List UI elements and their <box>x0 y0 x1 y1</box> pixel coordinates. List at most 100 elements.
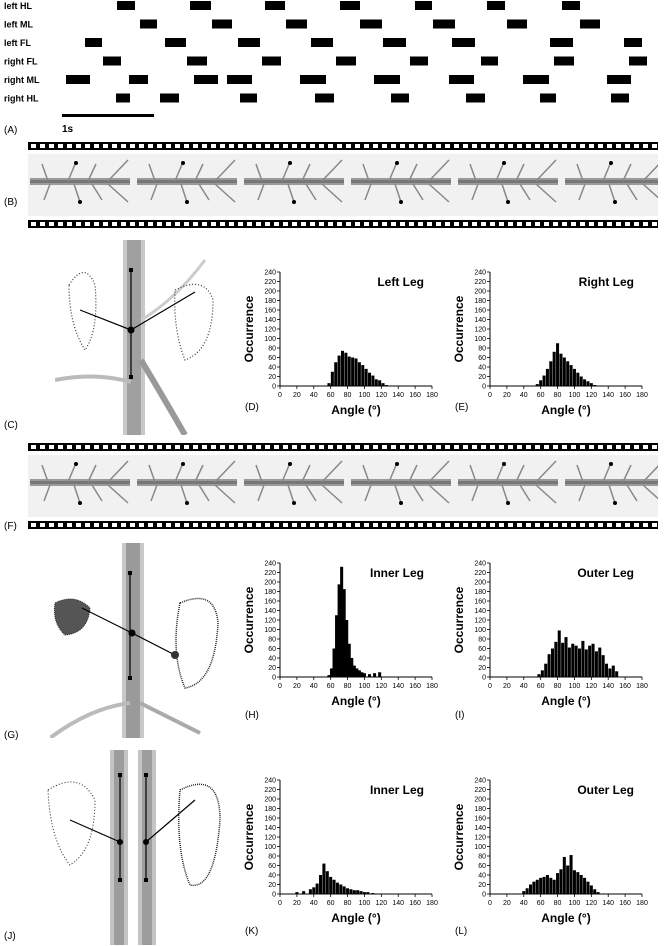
x-tick-label: 100 <box>359 683 371 690</box>
gait-row-label: left ML <box>4 20 33 30</box>
x-tick-label: 0 <box>488 683 492 690</box>
x-tick-label: 120 <box>375 683 387 690</box>
stance-bar <box>227 75 252 84</box>
stance-bar <box>116 93 130 103</box>
histogram-bar <box>589 885 593 894</box>
y-tick-label: 80 <box>268 637 276 644</box>
histogram-bar <box>340 566 344 677</box>
x-tick-label: 80 <box>554 683 562 690</box>
gait-row-label: right ML <box>4 75 40 85</box>
stance-bar <box>540 93 556 103</box>
y-tick-label: 60 <box>268 863 276 870</box>
histogram-bar <box>327 383 331 386</box>
histogram-bar <box>308 889 312 894</box>
y-tick-label: 60 <box>478 863 486 870</box>
y-tick-label: 0 <box>482 892 486 899</box>
stance-bar <box>487 1 505 10</box>
gait-row-label: right FL <box>4 57 38 67</box>
histogram-bar <box>588 645 592 677</box>
histogram-bar <box>374 379 378 386</box>
x-tick-label: 140 <box>392 900 404 907</box>
y-tick-label: 240 <box>264 270 276 277</box>
stance-bar <box>336 56 356 66</box>
panel-label-j: (J) <box>4 931 16 942</box>
histogram-bar <box>589 383 593 386</box>
histogram-bar <box>608 668 612 677</box>
stance-bar <box>165 38 186 47</box>
film-frame <box>351 460 451 505</box>
filmstrip-f <box>28 443 658 529</box>
stance-bar <box>315 93 334 103</box>
histogram-bar <box>566 865 570 894</box>
y-tick-label: 220 <box>264 787 276 794</box>
histogram-bar <box>532 881 536 894</box>
histogram-bar <box>584 649 588 677</box>
panel-label-c: (C) <box>4 420 18 431</box>
stance-bar <box>85 38 102 47</box>
y-tick-label: 140 <box>474 317 486 324</box>
stance-bar <box>194 75 218 84</box>
y-tick-label: 0 <box>272 384 276 391</box>
histogram-bar <box>569 855 573 894</box>
histogram-bar <box>366 892 370 894</box>
x-tick-label: 180 <box>636 683 648 690</box>
histogram-d: 0 20 40 60 80 100 120 140 160 180 200 220 240 0 20 40 60… <box>242 270 438 418</box>
stance-bar <box>340 1 360 10</box>
stance-bar <box>140 19 157 29</box>
panel-label-a: (A) <box>4 125 18 136</box>
histogram-bar <box>347 643 351 677</box>
stance-bar <box>507 19 527 29</box>
y-axis-label: Occurrence <box>452 586 466 653</box>
x-tick-label: 80 <box>554 900 562 907</box>
y-tick-label: 0 <box>272 675 276 682</box>
x-tick-label: 40 <box>310 392 318 399</box>
y-tick-label: 100 <box>474 627 486 634</box>
histogram-bar <box>611 665 615 677</box>
film-frame <box>351 159 451 204</box>
x-tick-label: 60 <box>537 900 545 907</box>
histogram-bar <box>381 383 385 386</box>
histogram-bar <box>371 893 375 894</box>
histogram-title: Left Leg <box>377 275 424 289</box>
stance-bar <box>262 56 281 66</box>
histogram-bar <box>352 665 356 677</box>
y-axis-label: Occurrence <box>242 803 256 870</box>
y-tick-label: 20 <box>268 882 276 889</box>
y-tick-label: 120 <box>474 835 486 842</box>
histogram-bar <box>574 645 578 677</box>
y-tick-label: 240 <box>264 778 276 785</box>
histogram-bar <box>567 647 571 677</box>
x-tick-label: 180 <box>426 683 438 690</box>
y-tick-label: 40 <box>268 873 276 880</box>
histogram-bar <box>371 375 375 386</box>
histogram-h: 0 20 40 60 80 100 120 140 160 180 200 220 240 0 20 40 60… <box>242 561 438 709</box>
y-tick-label: 140 <box>474 608 486 615</box>
histogram-bar <box>315 883 319 894</box>
x-tick-label: 60 <box>327 392 335 399</box>
histogram-bar <box>586 881 590 894</box>
histogram-bar <box>583 877 587 894</box>
histogram-bar <box>594 651 598 677</box>
x-tick-label: 60 <box>537 683 545 690</box>
histogram-bar <box>367 674 372 677</box>
stance-bar <box>117 1 135 10</box>
x-tick-label: 20 <box>293 392 301 399</box>
y-tick-label: 120 <box>264 618 276 625</box>
histogram-bar <box>577 648 582 677</box>
histogram-title: Inner Leg <box>370 566 424 580</box>
x-tick-label: 140 <box>602 683 614 690</box>
y-tick-label: 40 <box>478 365 486 372</box>
y-tick-label: 120 <box>264 327 276 334</box>
stance-bar <box>160 93 179 103</box>
film-frame <box>137 460 237 505</box>
panel-label-b: (B) <box>4 197 18 208</box>
y-tick-label: 80 <box>268 346 276 353</box>
histogram-bar <box>539 877 543 894</box>
y-tick-label: 40 <box>478 656 486 663</box>
y-tick-label: 20 <box>478 882 486 889</box>
stance-bar <box>212 19 232 29</box>
histogram-bar <box>579 376 583 386</box>
y-tick-label: 20 <box>478 665 486 672</box>
film-frame <box>565 161 658 204</box>
histogram-bar <box>601 655 605 677</box>
